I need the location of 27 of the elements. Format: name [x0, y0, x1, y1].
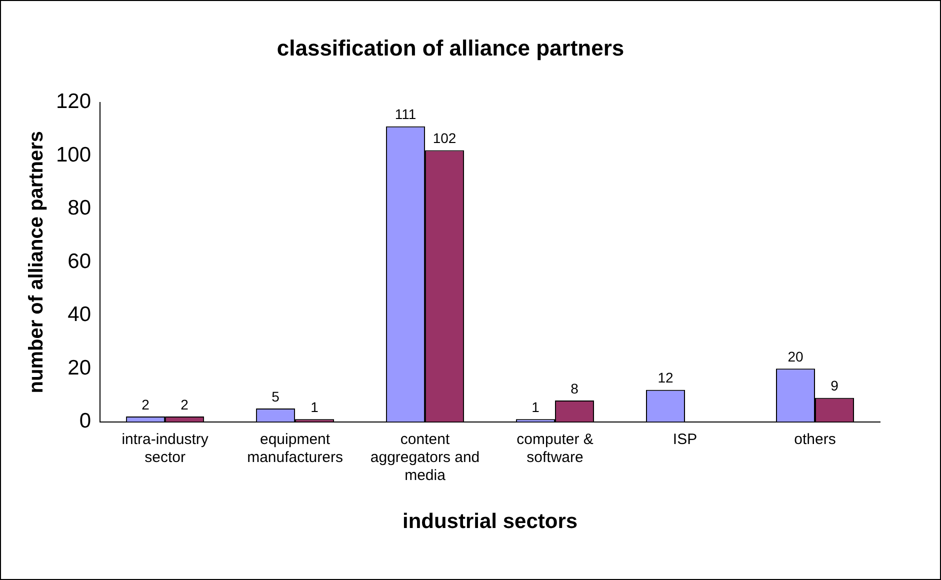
y-tick-label: 100 — [56, 143, 92, 166]
chart-title: classification of alliance partners — [276, 35, 624, 60]
y-tick-label: 120 — [56, 90, 92, 114]
y-axis-title: number of alliance partners — [26, 130, 48, 394]
x-tick-label: ISP — [672, 430, 698, 448]
y-tick-label: 60 — [68, 250, 92, 273]
y-tick-label: 80 — [68, 196, 92, 220]
data-label: 111 — [394, 106, 416, 122]
data-label: 2 — [180, 396, 189, 412]
data-label: 8 — [570, 380, 579, 396]
data-label: 9 — [830, 378, 839, 394]
y-tick-label: 20 — [68, 356, 92, 380]
x-tick-label: intra-industry sector — [122, 430, 209, 466]
data-label: 102 — [432, 130, 456, 146]
x-tick-label: computer & software — [516, 430, 594, 466]
x-axis-title: industrial sectors — [402, 510, 578, 534]
data-label: 5 — [272, 388, 280, 404]
data-label: 12 — [658, 370, 674, 386]
data-label: 1 — [532, 399, 540, 415]
y-tick-label: 40 — [68, 303, 92, 326]
x-tick-label: content aggregators and media — [370, 430, 480, 484]
data-label: 1 — [310, 399, 319, 415]
y-tick-label: 0 — [79, 410, 92, 433]
x-tick-label: others — [794, 430, 836, 448]
data-label: 2 — [142, 396, 150, 412]
x-tick-label: equipment manufacturers — [247, 430, 343, 466]
data-label: 20 — [788, 348, 804, 364]
